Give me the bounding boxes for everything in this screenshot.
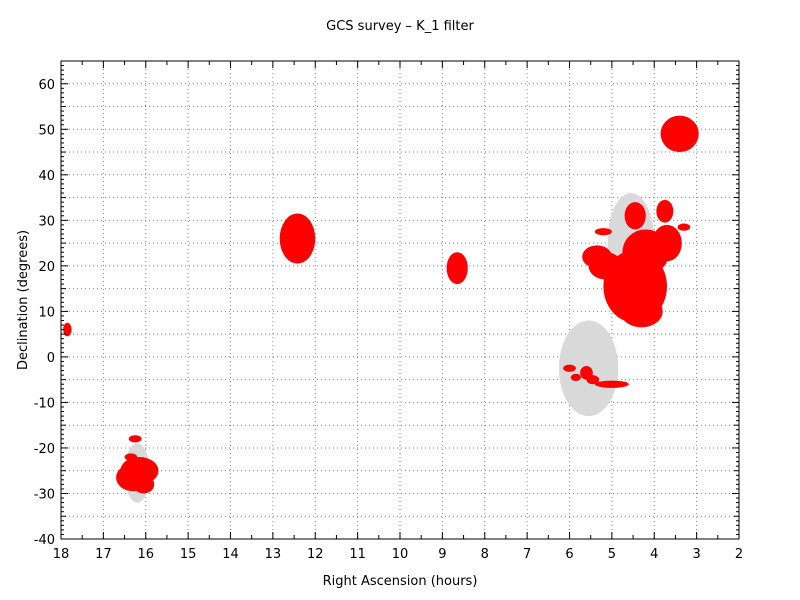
x-tick-label: 17 (95, 547, 112, 562)
coverage-region (624, 202, 646, 230)
x-tick-label: 9 (438, 547, 446, 562)
coverage-region (656, 199, 674, 223)
y-tick-label: -20 (34, 442, 55, 457)
coverage-region (133, 475, 155, 494)
x-tick-label: 13 (265, 547, 282, 562)
coverage-region (594, 380, 629, 388)
y-tick-label: 20 (38, 260, 55, 275)
y-tick-label: 50 (38, 123, 55, 138)
y-tick-label: 60 (38, 78, 55, 93)
x-tick-label: 6 (565, 547, 573, 562)
x-axis-label: Right Ascension (hours) (323, 574, 478, 589)
x-tick-label: 8 (481, 547, 489, 562)
x-tick-label: 18 (53, 547, 70, 562)
x-tick-labels: 18 17 16 15 14 13 12 11 10 9 8 7 6 5 4 3 2 (53, 547, 743, 562)
chart-title: GCS survey – K_1 filter (326, 19, 474, 34)
y-tick-label: 10 (38, 305, 55, 320)
y-tick-label: 40 (38, 169, 55, 184)
x-tick-label: 16 (137, 547, 154, 562)
coverage-region (570, 373, 581, 382)
coverage-regions (63, 115, 699, 494)
coverage-region (446, 252, 468, 285)
coverage-region (563, 364, 576, 372)
x-tick-label: 2 (735, 547, 743, 562)
y-axis-label: Declination (degrees) (16, 230, 31, 370)
coverage-region (652, 224, 682, 262)
coverage-region (660, 115, 699, 153)
coverage-region (677, 223, 691, 231)
x-tick-label: 10 (392, 547, 409, 562)
y-tick-label: -30 (34, 487, 55, 502)
y-tick-labels: -40 -30 -20 -10 0 10 20 30 40 50 60 (34, 78, 55, 548)
x-tick-label: 7 (523, 547, 531, 562)
coverage-region (63, 322, 72, 337)
target-regions (124, 193, 655, 503)
x-tick-label: 11 (349, 547, 366, 562)
coverage-region (586, 375, 600, 385)
x-tick-label: 14 (222, 547, 239, 562)
coverage-region (279, 213, 316, 264)
axis-ticks (60, 60, 740, 540)
y-tick-label: -40 (34, 533, 55, 548)
x-tick-label: 12 (307, 547, 324, 562)
coverage-region (620, 295, 663, 328)
coverage-region (594, 228, 612, 236)
x-tick-label: 5 (608, 547, 616, 562)
coverage-region (128, 435, 142, 443)
y-tick-label: 30 (38, 214, 55, 229)
y-tick-label: -10 (34, 396, 55, 411)
x-tick-label: 3 (692, 547, 700, 562)
x-tick-label: 15 (180, 547, 197, 562)
x-tick-label: 4 (650, 547, 658, 562)
y-tick-label: 0 (47, 351, 55, 366)
